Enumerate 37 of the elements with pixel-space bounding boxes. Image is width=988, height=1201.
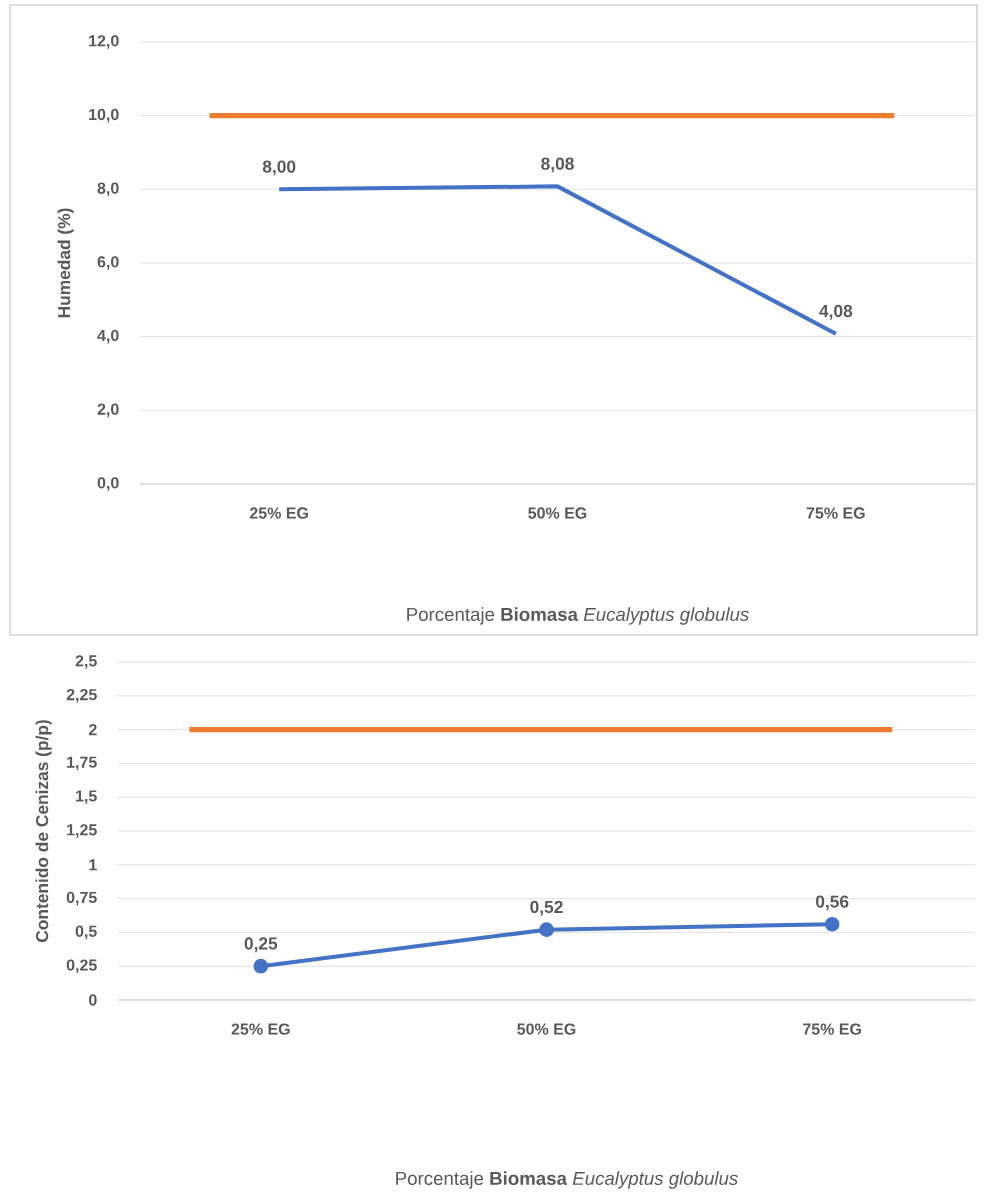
x-tick-label: 75% EG	[803, 1023, 861, 1035]
y-tick-label: 1,75	[67, 756, 97, 771]
y-tick-label: 0,5	[75, 925, 97, 940]
x-axis-title: Porcentaje Biomasa Eucalyptus globulus	[407, 607, 749, 625]
y-tick-label: 2,5	[75, 655, 97, 669]
y-axis-title: Contenido de Cenizas (p/p)	[35, 720, 52, 942]
x-axis-title: Porcentaje Biomasa Eucalyptus globulus	[396, 1171, 738, 1189]
x-tick-label: 75% EG	[806, 507, 865, 519]
y-tick-label: 6,0	[97, 256, 119, 270]
point	[539, 922, 554, 938]
data-label: 0,52	[530, 900, 563, 916]
point	[253, 958, 269, 974]
x-tick-label: 25% EG	[231, 1023, 290, 1035]
data-label: 8,08	[541, 157, 574, 173]
y-tick-label: 0	[89, 994, 97, 1006]
x-tick-label: 25% EG	[249, 507, 308, 519]
y-tick-label: 2,0	[97, 403, 119, 418]
y-tick-label: 4,0	[97, 329, 119, 344]
y-tick-label: 1	[89, 859, 97, 871]
data-label: 0,25	[244, 937, 278, 953]
point	[824, 916, 840, 932]
y-tick-label: 0,0	[97, 477, 119, 491]
data-label: 4,08	[819, 304, 853, 320]
y-tick-label: 1,5	[76, 790, 97, 804]
x-tick-label: 50% EG	[528, 507, 587, 519]
y-axis-title: Humedad (%)	[57, 208, 74, 318]
y-tick-label: 2,25	[66, 688, 97, 703]
y-tick-label: 2	[88, 724, 97, 736]
y-tick-label: 12,0	[89, 35, 119, 49]
x-tick-label: 50% EG	[517, 1023, 576, 1035]
y-tick-label: 0,75	[66, 891, 97, 906]
y-tick-label: 8,0	[97, 182, 119, 197]
y-tick-label: 1,25	[67, 824, 97, 838]
y-tick-label: 0,25	[66, 959, 97, 974]
data-label: 0,56	[816, 895, 849, 911]
data-label: 8,00	[262, 160, 296, 176]
y-tick-label: 10,0	[89, 108, 119, 123]
